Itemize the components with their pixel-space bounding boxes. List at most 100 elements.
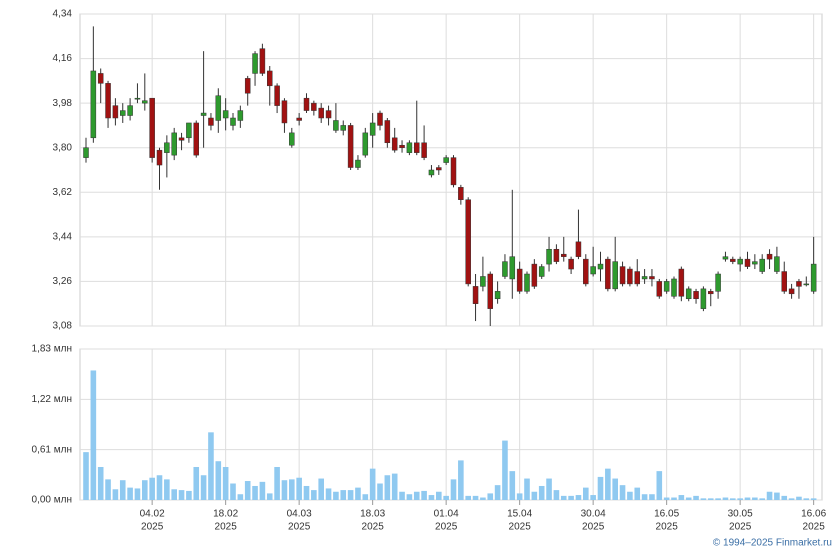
candle-body bbox=[502, 261, 508, 277]
candle-body bbox=[443, 157, 449, 163]
volume-bar bbox=[538, 485, 545, 500]
candle-body bbox=[788, 288, 795, 295]
volume-bar bbox=[112, 489, 119, 500]
candle-body bbox=[744, 258, 751, 267]
volume-bar bbox=[193, 466, 200, 500]
candle-body bbox=[634, 271, 640, 285]
candle-body bbox=[516, 268, 523, 292]
volume-bar bbox=[450, 479, 457, 500]
volume-bar bbox=[384, 475, 391, 500]
candle-body bbox=[208, 117, 214, 126]
candle-body bbox=[303, 97, 310, 111]
volume-bar bbox=[340, 490, 347, 500]
candle-body bbox=[120, 110, 126, 116]
volume-bar bbox=[244, 481, 251, 500]
volume-bar bbox=[810, 498, 817, 500]
candle-body bbox=[186, 122, 192, 139]
volume-bar bbox=[119, 480, 126, 500]
volume-bar bbox=[619, 485, 626, 500]
volume-bar bbox=[406, 494, 413, 500]
volume-bar bbox=[274, 466, 280, 500]
candle-body bbox=[752, 261, 758, 265]
volume-bar bbox=[737, 498, 743, 500]
candle-body bbox=[531, 263, 538, 287]
volume-bar bbox=[230, 483, 236, 500]
candle-body bbox=[222, 110, 229, 119]
volume-bar bbox=[171, 489, 177, 500]
x-tick-year: 2025 bbox=[141, 522, 164, 533]
x-tick-label: 15.04 bbox=[507, 509, 532, 520]
x-tick-label: 18.03 bbox=[360, 509, 385, 520]
candle-body bbox=[171, 132, 177, 156]
volume-panel bbox=[79, 348, 823, 501]
candle-body bbox=[237, 110, 244, 121]
candle-body bbox=[325, 110, 332, 119]
volume-bar bbox=[105, 479, 111, 500]
candle-body bbox=[289, 132, 295, 146]
candle-body bbox=[627, 268, 633, 285]
candle-body bbox=[759, 258, 765, 272]
volume-bar bbox=[318, 478, 324, 500]
candle-body bbox=[156, 149, 163, 166]
volume-bar bbox=[156, 475, 163, 500]
volume-bar bbox=[774, 492, 780, 500]
candle-body bbox=[649, 276, 655, 280]
x-tick-label: 04.02 bbox=[140, 509, 165, 520]
x-tick-year: 2025 bbox=[215, 522, 238, 533]
volume-bar bbox=[752, 497, 758, 500]
volume-bar bbox=[443, 495, 449, 500]
candle-body bbox=[810, 263, 817, 292]
x-tick-year: 2025 bbox=[803, 522, 826, 533]
candle-body bbox=[267, 70, 273, 87]
x-tick-label: 30.05 bbox=[728, 509, 753, 520]
candle-body bbox=[112, 105, 119, 119]
candle-body bbox=[355, 159, 361, 168]
volume-bar bbox=[671, 497, 677, 500]
candle-body bbox=[274, 85, 280, 106]
candle-body bbox=[737, 258, 743, 265]
volume-bar bbox=[575, 495, 582, 500]
y-tick-label: 3,08 bbox=[53, 321, 73, 332]
candle-body bbox=[391, 137, 398, 151]
volume-bar bbox=[568, 495, 574, 500]
candle-body bbox=[671, 278, 677, 297]
volume-bar bbox=[678, 495, 685, 500]
y-tick-label: 3,62 bbox=[53, 187, 73, 198]
volume-bar bbox=[90, 370, 97, 500]
volume-bar bbox=[472, 495, 479, 500]
candle-body bbox=[369, 122, 376, 136]
volume-bar bbox=[83, 452, 89, 500]
candle-body bbox=[244, 78, 251, 94]
volume-bar bbox=[715, 498, 721, 500]
candle-body bbox=[230, 117, 236, 126]
volume-bar bbox=[553, 490, 560, 500]
volume-bar bbox=[362, 494, 369, 500]
y-tick-label: 4,16 bbox=[53, 53, 73, 64]
volume-bar bbox=[693, 495, 699, 500]
volume-bar bbox=[796, 496, 802, 500]
volume-bar bbox=[186, 490, 192, 500]
x-tick-label: 01.04 bbox=[434, 509, 459, 520]
candle-body bbox=[722, 256, 729, 260]
candle-body bbox=[450, 157, 457, 186]
volume-bar bbox=[391, 473, 398, 500]
volume-bar bbox=[759, 498, 765, 500]
volume-bar bbox=[281, 480, 288, 500]
candle-body bbox=[414, 142, 420, 153]
x-tick-label: 18.02 bbox=[213, 509, 238, 520]
candle-body bbox=[311, 102, 317, 111]
candle-body bbox=[619, 266, 626, 285]
candle-body bbox=[568, 258, 574, 270]
candle-body bbox=[215, 95, 222, 121]
volume-bar bbox=[560, 495, 567, 500]
candle-body bbox=[708, 291, 714, 295]
candle-body bbox=[590, 266, 596, 275]
volume-bar bbox=[252, 485, 258, 500]
candle-body bbox=[281, 100, 288, 124]
volume-bar bbox=[208, 432, 214, 500]
candle-body bbox=[546, 248, 552, 265]
volume-bar bbox=[266, 493, 273, 500]
volume-bar bbox=[531, 491, 538, 500]
candle-body bbox=[774, 256, 780, 272]
